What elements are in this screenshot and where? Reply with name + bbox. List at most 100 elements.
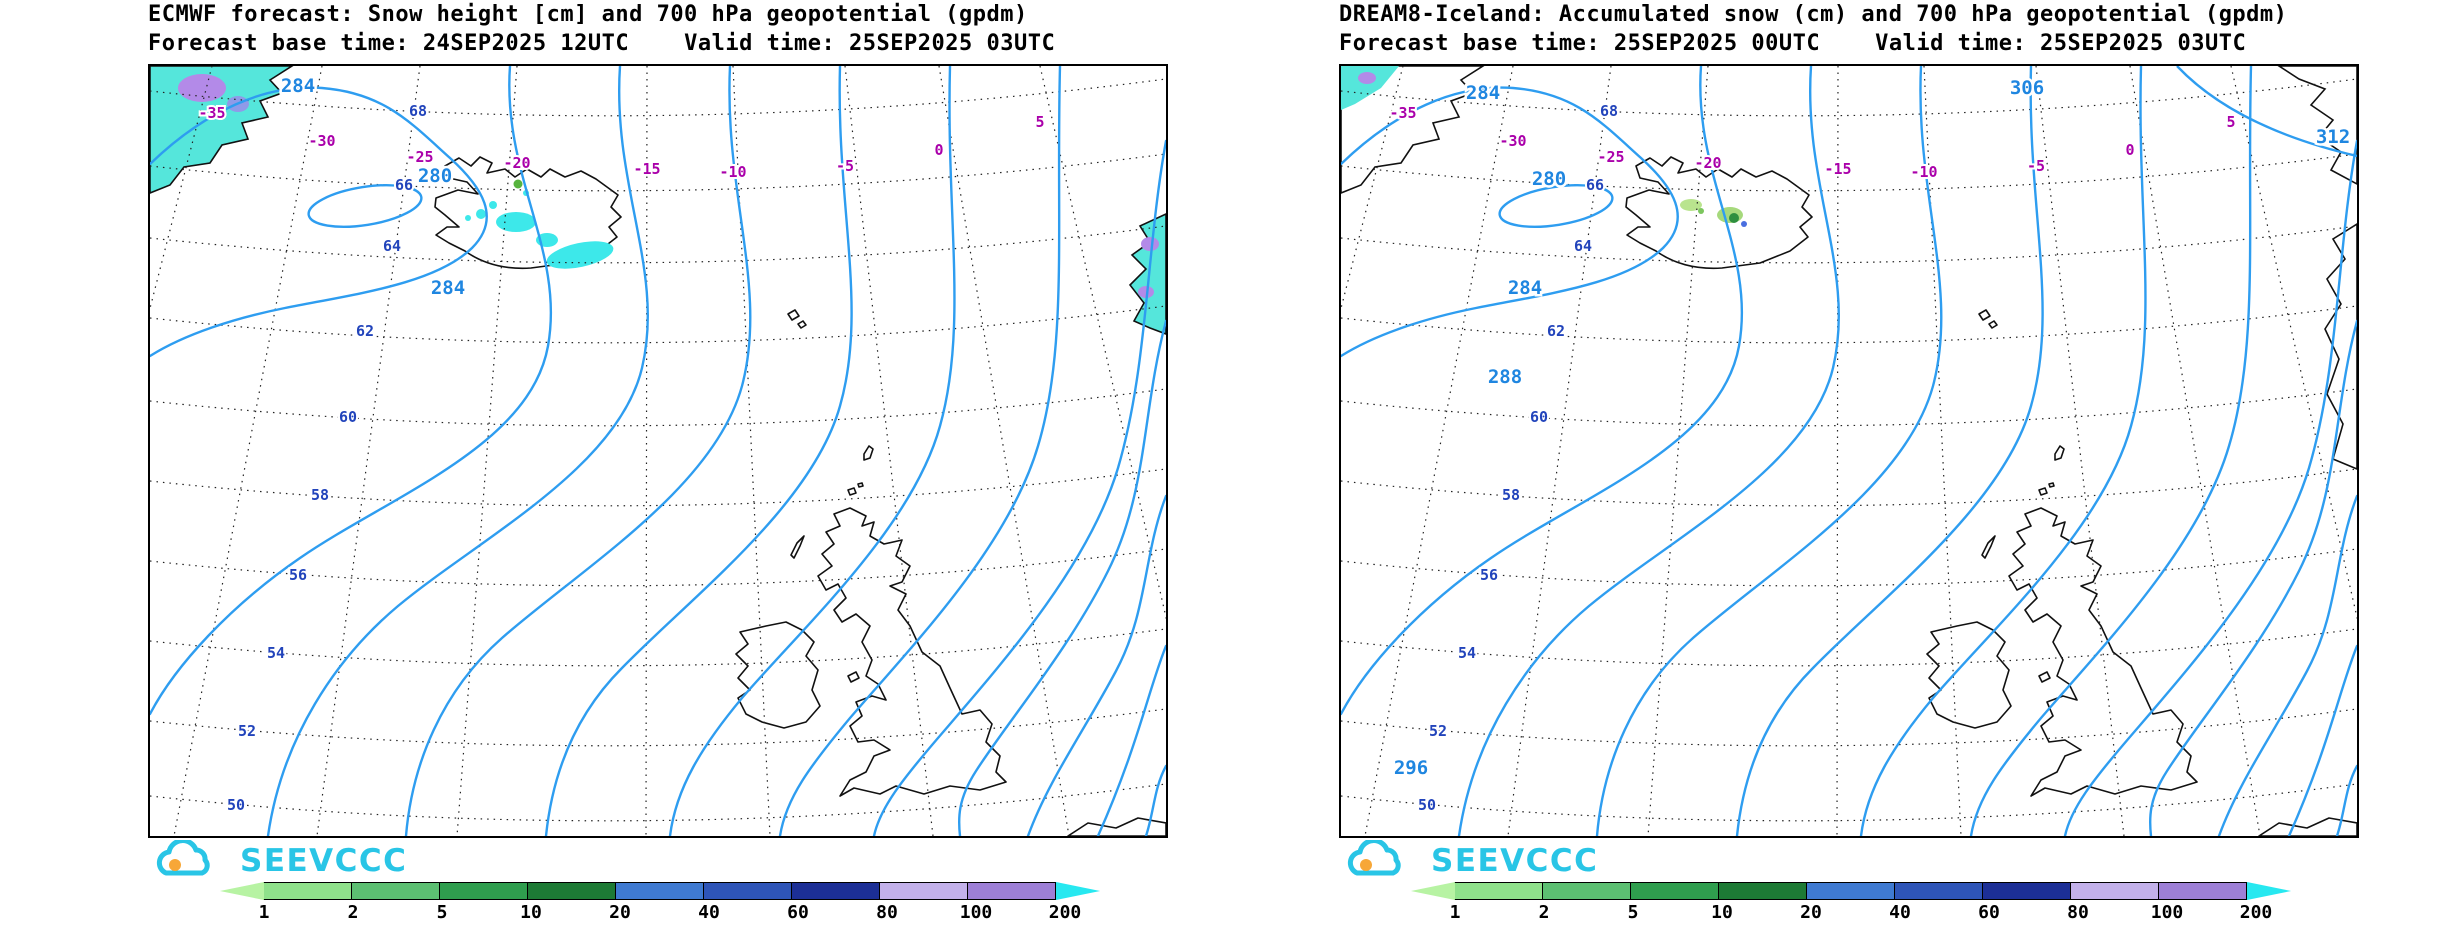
- colorbar-label: 5: [1627, 902, 1639, 923]
- geopotential-contour-extra: [2176, 66, 2357, 158]
- contour-label: 280: [1532, 168, 1566, 190]
- svg-text:66: 66: [395, 176, 413, 194]
- colorbar-segment: [1718, 882, 1807, 900]
- svg-text:56: 56: [1480, 566, 1498, 584]
- svg-text:54: 54: [1458, 644, 1476, 662]
- panel-ecmwf: ECMWF forecast: Snow height [cm] and 700…: [148, 2, 1168, 923]
- colorbar-segment: [439, 882, 528, 900]
- seevccc-logo: SEEVCCC: [148, 840, 407, 882]
- contour-label: 312: [2316, 126, 2350, 148]
- colorbar-segment: [1410, 882, 1455, 900]
- longitude-labels: -35 -30 -25 -20 -15 -10 -5 0 5: [196, 102, 1046, 183]
- colorbar-label: 2: [347, 902, 359, 923]
- seevccc-cloud-icon: [1347, 840, 1401, 876]
- longitude-labels: -35 -30 -25 -20 -15 -10 -5 0 5: [1387, 102, 2237, 183]
- geopotential-contours: [1341, 66, 2357, 836]
- valid-time: Valid time: 25SEP2025 03UTC: [684, 31, 1056, 56]
- greenland-landmass: [150, 66, 294, 194]
- seevccc-cloud-icon: [156, 840, 210, 876]
- contour-labels: 284 280 284: [278, 73, 467, 302]
- colorbar-segment: [615, 882, 704, 900]
- colorbar-segment: [351, 882, 440, 900]
- svg-text:-15: -15: [1824, 160, 1851, 178]
- forecast-base-time: Forecast base time: 25SEP2025 00UTC: [1339, 31, 1821, 56]
- colorbar-label: 10: [1711, 902, 1733, 923]
- map-ecmwf: 284 280 284 68 66 64 62 60 58 56 54 52 5…: [148, 64, 1168, 838]
- colorbar-label: 60: [1978, 902, 2000, 923]
- colorbar-segment: [703, 882, 792, 900]
- svg-text:-20: -20: [1694, 154, 1721, 172]
- contour-label: 284: [1466, 82, 1500, 104]
- colorbar-label: 200: [1048, 902, 1082, 923]
- svg-text:-30: -30: [308, 132, 335, 150]
- colorbar-segment: [1056, 882, 1101, 900]
- panel-subtitle: Forecast base time: 25SEP2025 00UTC Vali…: [1339, 31, 2246, 56]
- colorbar-label: 60: [787, 902, 809, 923]
- colorbar-label: 2: [1538, 902, 1550, 923]
- svg-text:0: 0: [2125, 141, 2134, 159]
- colorbar-segment: [2247, 882, 2292, 900]
- svg-text:5: 5: [1035, 113, 1044, 131]
- svg-text:-35: -35: [198, 104, 225, 122]
- colorbar-segment: [1982, 882, 2071, 900]
- contour-label: 296: [1394, 757, 1428, 779]
- svg-text:-5: -5: [836, 157, 854, 175]
- contour-labels: 284 280 284 288 296 306 312: [1391, 75, 2352, 782]
- map-dream8: 284 280 284 288 296 306 312 68 66 64 62 …: [1339, 64, 2359, 838]
- panel-subtitle: Forecast base time: 24SEP2025 12UTC Vali…: [148, 31, 1055, 56]
- svg-text:-20: -20: [503, 154, 530, 172]
- svg-text:-25: -25: [406, 148, 433, 166]
- svg-text:-10: -10: [719, 163, 746, 181]
- colorbar-segment: [1454, 882, 1543, 900]
- contour-label: 306: [2010, 77, 2044, 99]
- svg-text:64: 64: [383, 237, 401, 255]
- svg-text:-25: -25: [1597, 148, 1624, 166]
- latitude-labels: 68 66 64 62 60 58 56 54 52 50: [1416, 100, 1620, 816]
- colorbar-segment: [879, 882, 968, 900]
- svg-text:60: 60: [1530, 408, 1548, 426]
- geopotential-contours: [150, 66, 1166, 836]
- colorbar-labels: 1 2 5 10 20 40 60 80 100 200: [1410, 902, 2301, 924]
- colorbar-label: 20: [1800, 902, 1822, 923]
- colorbar-segment: [1806, 882, 1895, 900]
- contour-label: 284: [281, 75, 315, 97]
- snow-colorbar: [1410, 882, 2301, 900]
- colorbar-label: 100: [959, 902, 993, 923]
- svg-text:52: 52: [1429, 722, 1447, 740]
- svg-text:50: 50: [227, 796, 245, 814]
- svg-text:0: 0: [934, 141, 943, 159]
- svg-text:5: 5: [2226, 113, 2235, 131]
- contour-label: 284: [1508, 277, 1542, 299]
- svg-text:62: 62: [1547, 322, 1565, 340]
- colorbar-label: 1: [1449, 902, 1461, 923]
- colorbar-label: 80: [876, 902, 898, 923]
- graticule: [1341, 66, 2357, 836]
- valid-time: Valid time: 25SEP2025 03UTC: [1875, 31, 2247, 56]
- colorbar-segment: [263, 882, 352, 900]
- colorbar-label: 200: [2239, 902, 2273, 923]
- seevccc-logo-text: SEEVCCC: [240, 843, 408, 879]
- colorbar-label: 80: [2067, 902, 2089, 923]
- colorbar-segment: [2070, 882, 2159, 900]
- svg-text:-15: -15: [633, 160, 660, 178]
- svg-text:52: 52: [238, 722, 256, 740]
- colorbar-segment: [527, 882, 616, 900]
- colorbar-label: 40: [1889, 902, 1911, 923]
- svg-text:64: 64: [1574, 237, 1592, 255]
- svg-text:68: 68: [409, 102, 427, 120]
- snow-shading: [465, 179, 614, 269]
- svg-text:-35: -35: [1389, 104, 1416, 122]
- colorbar-segment: [219, 882, 264, 900]
- colorbar-label: 100: [2150, 902, 2184, 923]
- svg-text:68: 68: [1600, 102, 1618, 120]
- colorbar-segment: [2158, 882, 2247, 900]
- panel-dream8: DREAM8-Iceland: Accumulated snow (cm) an…: [1225, 0, 2449, 925]
- seevccc-logo: SEEVCCC: [1339, 840, 1598, 882]
- contour-label: 288: [1488, 366, 1522, 388]
- svg-text:-10: -10: [1910, 163, 1937, 181]
- colorbar-segment: [1894, 882, 1983, 900]
- panel-title: DREAM8-Iceland: Accumulated snow (cm) an…: [1339, 2, 2288, 27]
- svg-text:-5: -5: [2027, 157, 2045, 175]
- contour-label: 280: [418, 165, 452, 187]
